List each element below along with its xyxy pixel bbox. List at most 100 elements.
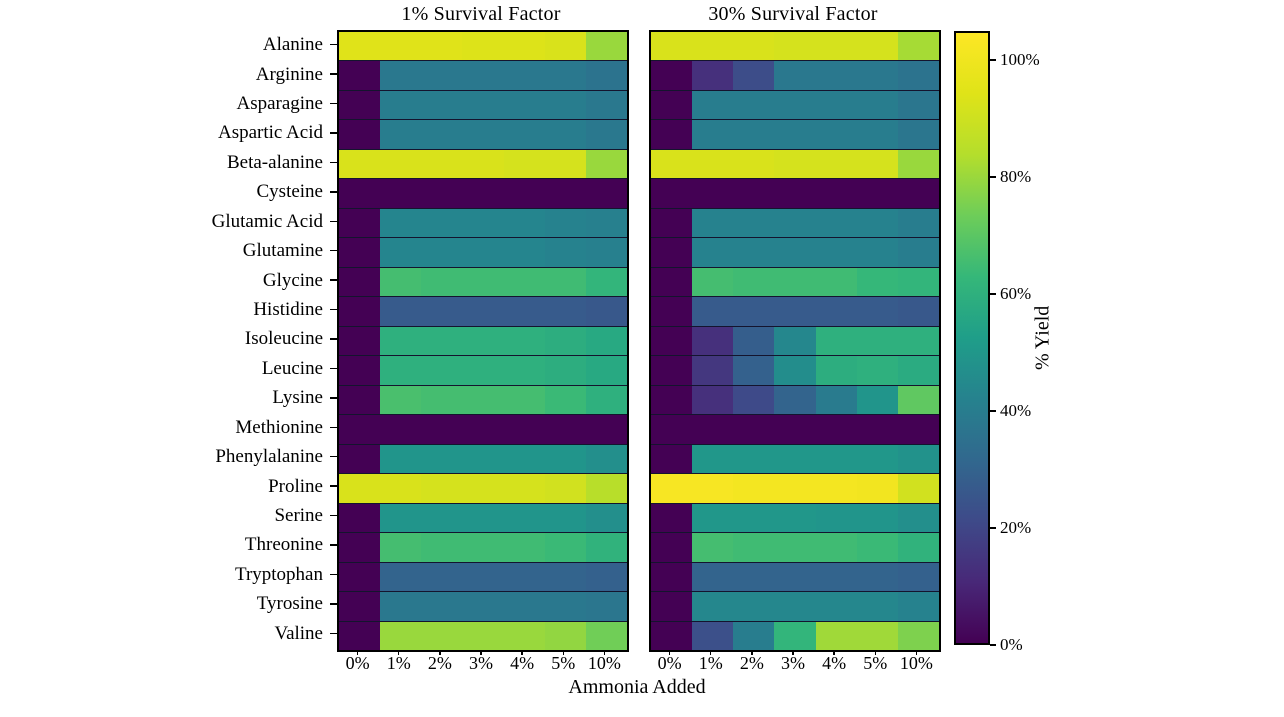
colorbar-tick-mark-60pct xyxy=(990,293,996,295)
x-tick-label-1pct: 1% xyxy=(386,653,411,673)
cell-leucine-1pct xyxy=(380,356,422,385)
cell-leucine-4pct xyxy=(503,356,545,385)
cell-lysine-4pct xyxy=(815,385,857,415)
cell-beta-alanine-10pct xyxy=(897,149,939,179)
cell-valine-2pct xyxy=(421,621,463,650)
cell-glutamic-acid-2pct xyxy=(733,208,775,238)
cell-isoleucine-5pct xyxy=(856,326,898,356)
cell-proline-10pct xyxy=(897,474,939,503)
cell-serine-0pct xyxy=(339,503,381,533)
cell-alanine-0pct xyxy=(339,32,381,61)
cell-alanine-3pct xyxy=(774,32,816,61)
cell-alanine-2pct xyxy=(733,32,775,61)
colorbar-tick-label-100pct: 100% xyxy=(1000,50,1040,70)
cell-methionine-1pct xyxy=(692,415,734,444)
cell-histidine-3pct xyxy=(462,297,504,326)
cell-tyrosine-1pct xyxy=(692,592,734,621)
y-tick-label-arginine: Arginine xyxy=(255,63,323,85)
cell-tryptophan-1pct xyxy=(380,562,422,592)
cell-arginine-1pct xyxy=(380,61,422,90)
x-axis-title: Ammonia Added xyxy=(568,676,706,698)
cell-threonine-3pct xyxy=(462,533,504,562)
cell-asparagine-4pct xyxy=(503,90,545,120)
y-tick-label-proline: Proline xyxy=(268,475,323,497)
cell-cysteine-3pct xyxy=(774,179,816,208)
cell-glutamic-acid-10pct xyxy=(585,208,627,238)
cell-glycine-3pct xyxy=(774,267,816,297)
cell-methionine-0pct xyxy=(651,415,693,444)
tick-mark xyxy=(751,650,753,655)
cell-glutamine-1pct xyxy=(380,238,422,267)
cell-proline-2pct xyxy=(733,474,775,503)
cell-aspartic-acid-5pct xyxy=(856,120,898,149)
cell-isoleucine-0pct xyxy=(339,326,381,356)
x-tick-label-4pct: 4% xyxy=(510,653,535,673)
tick-mark xyxy=(330,249,337,252)
cell-glutamine-10pct xyxy=(897,238,939,267)
cell-lysine-2pct xyxy=(733,385,775,415)
cell-valine-0pct xyxy=(651,621,693,650)
cell-alanine-1pct xyxy=(692,32,734,61)
x-tick-label-3pct: 3% xyxy=(780,653,805,673)
colorbar-tick-label-40pct: 40% xyxy=(1000,401,1032,421)
cell-cysteine-3pct xyxy=(462,179,504,208)
cell-methionine-5pct xyxy=(856,415,898,444)
cell-serine-4pct xyxy=(503,503,545,533)
x-tick-label-10pct: 10% xyxy=(899,653,933,673)
cell-tyrosine-2pct xyxy=(421,592,463,621)
cell-phenylalanine-5pct xyxy=(544,444,586,474)
cell-glutamic-acid-3pct xyxy=(462,208,504,238)
cell-arginine-4pct xyxy=(503,61,545,90)
tick-mark xyxy=(330,485,337,487)
cell-valine-1pct xyxy=(692,621,734,650)
y-tick-label-isoleucine: Isoleucine xyxy=(244,328,323,350)
cell-asparagine-1pct xyxy=(380,90,422,120)
cell-aspartic-acid-3pct xyxy=(774,120,816,149)
tick-mark xyxy=(792,650,794,655)
cell-tryptophan-4pct xyxy=(815,562,857,592)
cell-cysteine-2pct xyxy=(733,179,775,208)
cell-glutamic-acid-3pct xyxy=(774,208,816,238)
cell-asparagine-2pct xyxy=(733,90,775,120)
cell-histidine-1pct xyxy=(692,297,734,326)
y-tick-label-alanine: Alanine xyxy=(262,34,323,56)
x-tick-label-4pct: 4% xyxy=(822,653,847,673)
cell-glutamic-acid-0pct xyxy=(339,208,381,238)
cell-arginine-3pct xyxy=(462,61,504,90)
cell-serine-10pct xyxy=(897,503,939,533)
cell-phenylalanine-1pct xyxy=(692,444,734,474)
cell-arginine-10pct xyxy=(897,61,939,90)
tick-mark xyxy=(356,650,359,655)
cell-tyrosine-4pct xyxy=(503,592,545,621)
cell-threonine-2pct xyxy=(733,533,775,562)
cell-alanine-2pct xyxy=(421,32,463,61)
x-tick-label-2pct: 2% xyxy=(427,653,452,673)
cell-phenylalanine-10pct xyxy=(897,444,939,474)
cell-isoleucine-10pct xyxy=(897,326,939,356)
cell-isoleucine-5pct xyxy=(544,326,586,356)
cell-glutamine-10pct xyxy=(585,238,627,267)
cell-phenylalanine-0pct xyxy=(339,444,381,474)
cell-proline-4pct xyxy=(815,474,857,503)
cell-arginine-5pct xyxy=(544,61,586,90)
cell-glutamic-acid-1pct xyxy=(692,208,734,238)
cell-valine-2pct xyxy=(733,621,775,650)
cell-leucine-2pct xyxy=(421,356,463,385)
x-tick-label-0pct: 0% xyxy=(657,653,682,673)
tick-mark xyxy=(603,650,606,655)
y-tick-label-threonine: Threonine xyxy=(244,534,323,556)
cell-beta-alanine-2pct xyxy=(421,149,463,179)
cell-cysteine-10pct xyxy=(897,179,939,208)
cell-lysine-1pct xyxy=(692,385,734,415)
tick-mark xyxy=(709,650,712,655)
cell-valine-4pct xyxy=(815,621,857,650)
colorbar-tick-mark-0pct xyxy=(990,644,996,646)
cell-proline-3pct xyxy=(462,474,504,503)
heatmap-panel-1pct xyxy=(337,30,629,652)
tick-mark xyxy=(330,544,337,546)
cell-beta-alanine-0pct xyxy=(651,149,693,179)
cell-tyrosine-10pct xyxy=(897,592,939,621)
cell-lysine-0pct xyxy=(651,385,693,415)
cell-glycine-5pct xyxy=(544,267,586,297)
cell-glycine-5pct xyxy=(856,267,898,297)
